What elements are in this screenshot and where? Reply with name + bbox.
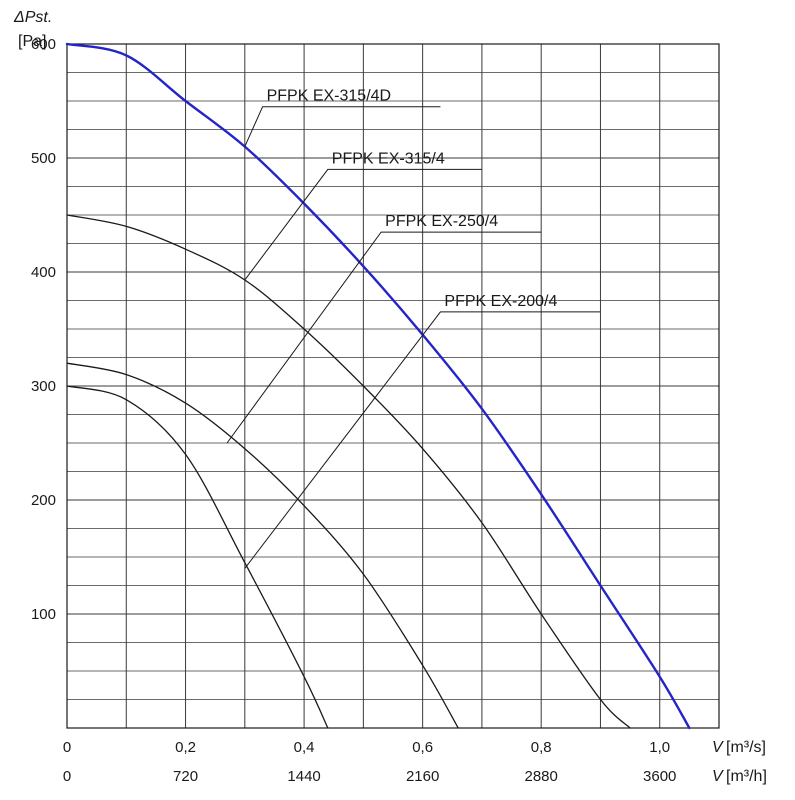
x-tick-label: 2160 [406, 768, 439, 785]
x-tick-label: 0,4 [294, 739, 315, 756]
leader-line-3 [244, 311, 601, 569]
x-tick-label: 0 [63, 739, 71, 756]
annotation-layer: PFPK EX-315/4D PFPK EX-315/4 PFPK EX-250/4… [226, 88, 601, 569]
series-label-2: PFPK EX-250/4 [385, 213, 498, 230]
x-tick-label: 720 [173, 768, 198, 785]
x-tick-labels-m3s: 0 0,2 0,4 0,6 0,8 1,0 [63, 739, 670, 756]
x-tick-label: 0,8 [531, 739, 552, 756]
x-axis-title-m3s: V [m³/s] [712, 739, 766, 756]
series-line-2 [66, 362, 459, 729]
series-line-0 [65, 42, 691, 730]
y-tick-label: 400 [31, 264, 56, 281]
x-tick-label: 0,2 [175, 739, 196, 756]
series-label-1: PFPK EX-315/4 [332, 150, 445, 167]
y-tick-label: 300 [31, 378, 56, 395]
x-axis-unit-m3h: [m³/h] [726, 768, 767, 785]
y-axis-unit: [Pa] [18, 33, 46, 50]
y-tick-label: 100 [31, 606, 56, 623]
x-tick-label: 3600 [643, 768, 676, 785]
y-tick-label: 500 [31, 150, 56, 167]
y-axis-symbol: ΔPst. [13, 9, 52, 26]
x-tick-labels-m3h: 0 720 1440 2160 2880 3600 [63, 768, 677, 785]
x-axis-title-m3h: V [m³/h] [712, 768, 767, 785]
x-axis-symbol-m3h: V [712, 768, 724, 785]
x-tick-label: 1440 [287, 768, 320, 785]
x-axis-symbol-m3s: V [712, 739, 724, 756]
y-tick-labels: 100 200 300 400 500 600 [31, 36, 56, 623]
leader-line-2 [226, 231, 542, 444]
grid [67, 44, 719, 728]
x-tick-label: 0,6 [412, 739, 433, 756]
x-tick-label: 0 [63, 768, 71, 785]
x-tick-label: 2880 [524, 768, 557, 785]
series-line-3 [66, 385, 329, 729]
series-label-3: PFPK EX-200/4 [444, 293, 557, 310]
x-tick-label: 1,0 [649, 739, 670, 756]
y-tick-label: 600 [31, 36, 56, 53]
y-tick-label: 200 [31, 492, 56, 509]
x-axis-unit-m3s: [m³/s] [726, 739, 766, 756]
leader-line-0 [244, 106, 441, 147]
leader-line-1 [244, 168, 482, 281]
series-label-0: PFPK EX-315/4D [267, 88, 392, 105]
